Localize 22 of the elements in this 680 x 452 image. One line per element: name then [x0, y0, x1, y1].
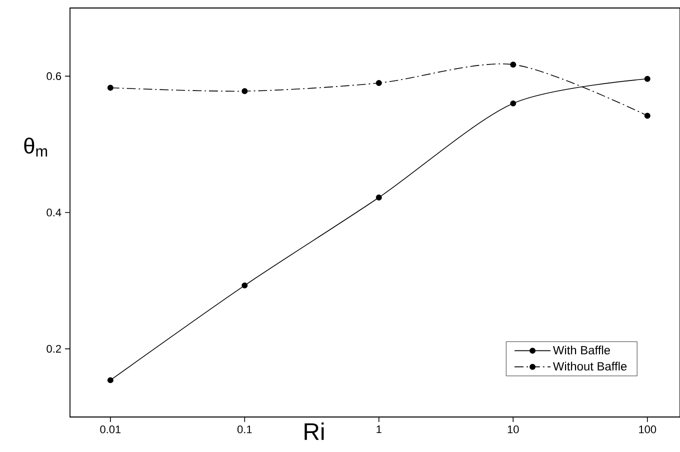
point: [376, 80, 382, 86]
point: [510, 62, 516, 68]
point: [376, 194, 382, 200]
y-tick-label: 0.2: [46, 344, 61, 353]
y-axis-title: θ$_{m}$: [24, 138, 48, 157]
point: [242, 282, 248, 288]
point: [644, 112, 650, 119]
x-axis-title: Ri: [304, 422, 324, 440]
point: [107, 377, 114, 384]
x-tick-label: 1: [376, 426, 382, 434]
x-tick-label: 10: [508, 426, 519, 434]
point: [510, 100, 516, 106]
point: [107, 84, 114, 91]
y-tick-label: 0.6: [46, 72, 62, 80]
point: [242, 88, 248, 94]
x-tick-label: 0.1: [237, 426, 252, 434]
point: [644, 76, 650, 82]
y-tick-label: 0.4: [46, 208, 62, 216]
x-tick-label: 100: [639, 426, 656, 434]
x-tick-label: 0.01: [100, 426, 121, 434]
legend-label: With Baffle: [552, 346, 610, 354]
legend-label: Without Baffle: [552, 362, 627, 371]
